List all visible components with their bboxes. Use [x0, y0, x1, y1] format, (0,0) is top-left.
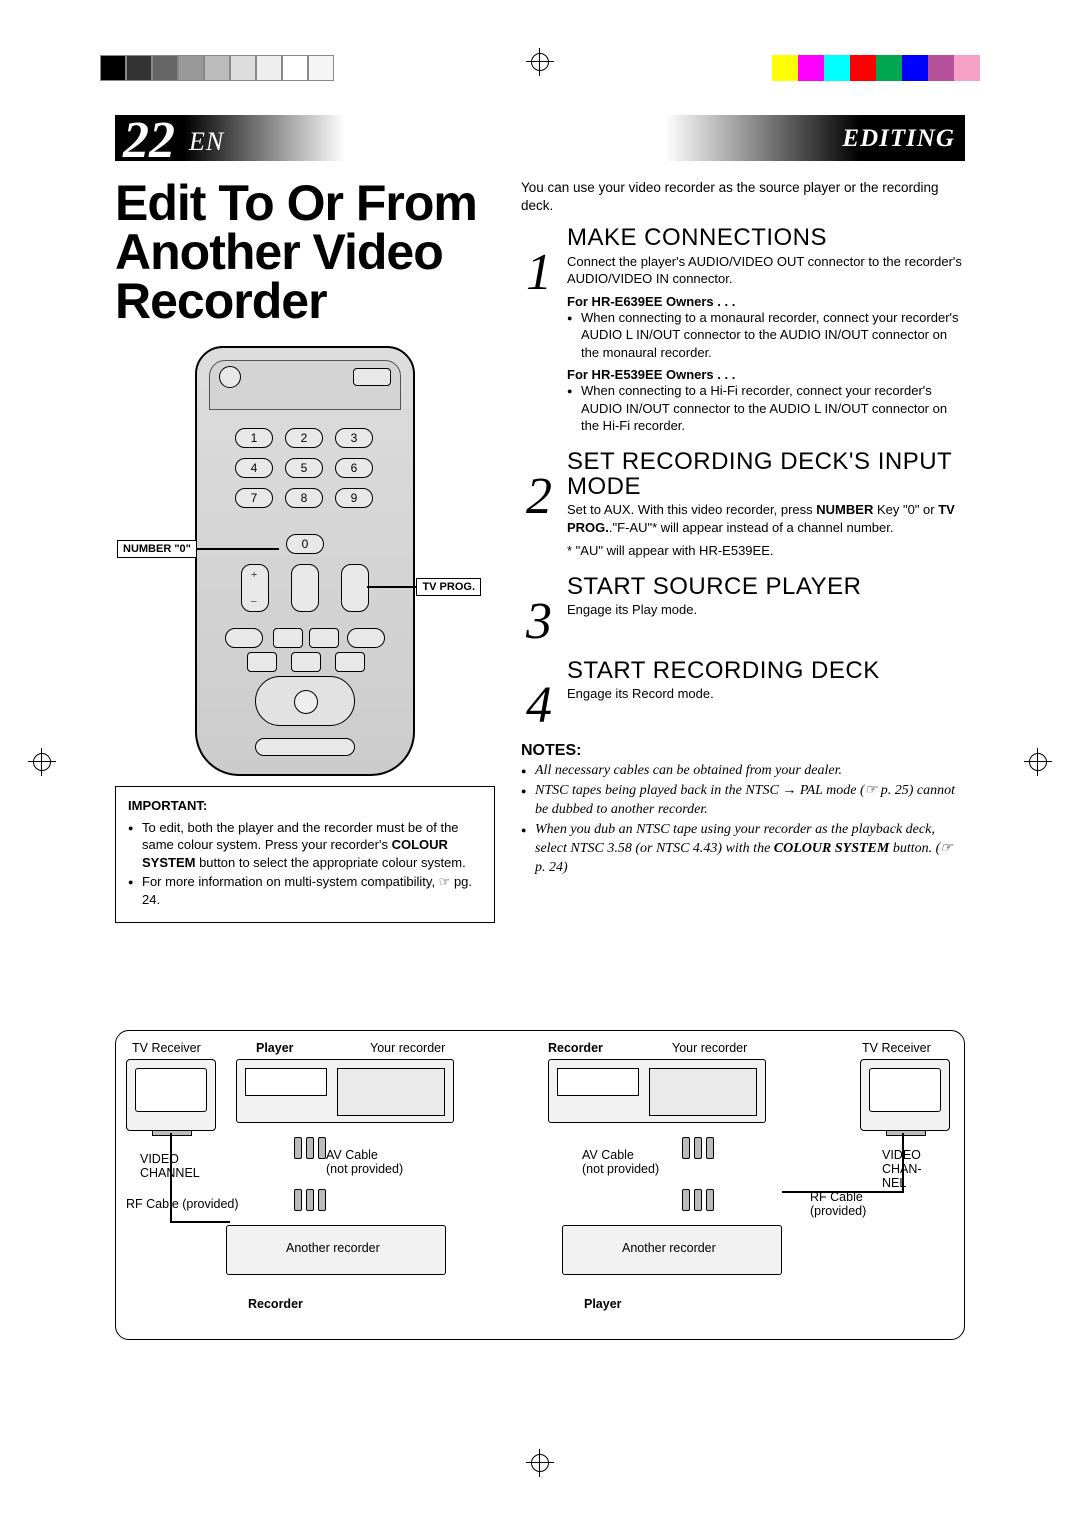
num-5-button: 5 — [285, 458, 323, 478]
note-item: When you dub an NTSC tape using your rec… — [521, 821, 965, 878]
step-title: START SOURCE PLAYER — [567, 574, 965, 599]
label-tv: TV Receiver — [132, 1041, 201, 1055]
label-tv: TV Receiver — [862, 1041, 931, 1055]
label-recorder: Recorder — [248, 1297, 303, 1311]
sub-heading: For HR-E639EE Owners . . . — [567, 294, 965, 309]
label-your-recorder: Your recorder — [672, 1041, 747, 1055]
crosshair-icon — [526, 48, 554, 76]
callout-number-zero: NUMBER "0" — [117, 540, 197, 558]
sub-item: When connecting to a Hi-Fi recorder, con… — [567, 382, 965, 435]
important-heading: IMPORTANT: — [128, 797, 482, 815]
label-recorder: Recorder — [548, 1041, 603, 1055]
step-number: 4 — [521, 684, 557, 728]
num-9-button: 9 — [335, 488, 373, 508]
label-av-cable: AV Cable(not provided) — [582, 1149, 672, 1177]
callout-tv-prog: TV PROG. — [416, 578, 481, 596]
num-3-button: 3 — [335, 428, 373, 448]
step-footnote: * "AU" will appear with HR-E539EE. — [567, 542, 965, 560]
page-language: EN — [189, 127, 224, 157]
step-number: 2 — [521, 475, 557, 560]
article-title: Edit To Or From Another Video Recorder — [115, 179, 495, 326]
step-text: Connect the player's AUDIO/VIDEO OUT con… — [567, 253, 965, 288]
step-number: 3 — [521, 600, 557, 644]
sub-heading: For HR-E539EE Owners . . . — [567, 367, 965, 382]
step-3: 3 START SOURCE PLAYER Engage its Play mode… — [521, 574, 965, 644]
num-1-button: 1 — [235, 428, 273, 448]
note-item: All necessary cables can be obtained fro… — [521, 762, 965, 781]
tv-icon — [126, 1059, 216, 1131]
tv-icon — [860, 1059, 950, 1131]
page-header: 22 EN EDITING — [115, 115, 965, 161]
crosshair-icon — [1024, 748, 1052, 776]
step-title: START RECORDING DECK — [567, 658, 965, 683]
label-video-channel: VIDEOCHAN-NEL — [882, 1149, 938, 1190]
step-number: 1 — [521, 251, 557, 435]
important-item: To edit, both the player and the recorde… — [128, 819, 482, 872]
num-2-button: 2 — [285, 428, 323, 448]
step-4: 4 START RECORDING DECK Engage its Record m… — [521, 658, 965, 728]
num-7-button: 7 — [235, 488, 273, 508]
connection-diagram: TV Receiver Player Your recorder VIDEO C… — [115, 1030, 965, 1340]
label-another-recorder: Another recorder — [286, 1241, 380, 1255]
vcr-icon — [548, 1059, 766, 1123]
label-your-recorder: Your recorder — [370, 1041, 445, 1055]
step-title: SET RECORDING DECK'S INPUT MODE — [567, 449, 965, 499]
step-text: Engage its Record mode. — [567, 685, 965, 703]
section-title: EDITING — [842, 125, 955, 153]
remote-illustration: 123456789 0 +– NUMBER "0" TV PROG. — [195, 346, 415, 776]
important-box: IMPORTANT: To edit, both the player and … — [115, 786, 495, 923]
important-item: For more information on multi-system com… — [128, 873, 482, 908]
note-item: NTSC tapes being played back in the NTSC… — [521, 782, 965, 820]
num-4-button: 4 — [235, 458, 273, 478]
reg-strip-right — [772, 55, 980, 81]
page-content: 22 EN EDITING Edit To Or From Another Vi… — [115, 115, 965, 923]
notes-heading: NOTES: — [521, 742, 965, 760]
label-rf-cable: RF Cable (provided) — [126, 1197, 239, 1211]
notes-body: All necessary cables can be obtained fro… — [521, 762, 965, 877]
step-text: Set to AUX. With this video recorder, pr… — [567, 501, 965, 536]
num-6-button: 6 — [335, 458, 373, 478]
step-text: Engage its Play mode. — [567, 601, 965, 619]
reg-strip-left — [100, 55, 334, 81]
crosshair-icon — [526, 1449, 554, 1477]
sub-item: When connecting to a monaural recorder, … — [567, 309, 965, 362]
label-rf-cable: RF Cable(provided) — [810, 1191, 880, 1219]
intro-text: You can use your video recorder as the s… — [521, 179, 965, 215]
crosshair-icon — [28, 748, 56, 776]
step-2: 2SET RECORDING DECK'S INPUT MODESet to A… — [521, 449, 965, 560]
label-av-cable: AV Cable(not provided) — [326, 1149, 416, 1177]
num-0-button: 0 — [286, 534, 324, 554]
page-number: 22 — [123, 111, 175, 170]
label-player: Player — [584, 1297, 622, 1311]
label-another-recorder: Another recorder — [622, 1241, 716, 1255]
vcr-icon — [236, 1059, 454, 1123]
label-player: Player — [256, 1041, 294, 1055]
num-8-button: 8 — [285, 488, 323, 508]
step-1: 1 MAKE CONNECTIONS Connect the player's AU… — [521, 225, 965, 435]
step-title: MAKE CONNECTIONS — [567, 225, 965, 250]
